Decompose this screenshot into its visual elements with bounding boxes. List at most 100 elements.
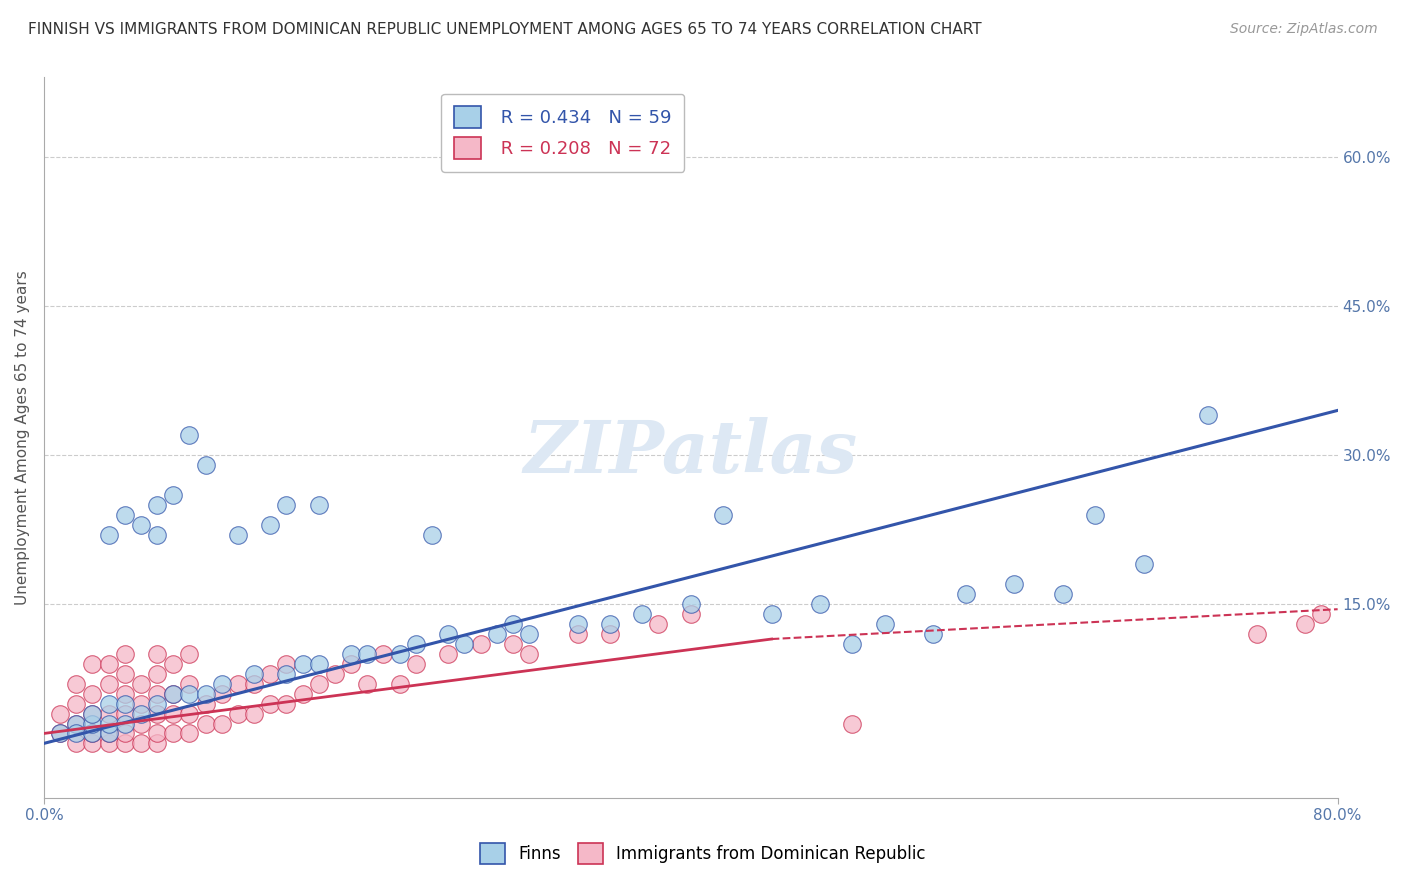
- Point: [211, 687, 233, 701]
- Point: [129, 706, 152, 721]
- Point: [82, 726, 104, 740]
- Point: [97, 677, 120, 691]
- Point: [599, 627, 621, 641]
- Point: [276, 498, 298, 512]
- Point: [65, 736, 87, 750]
- Point: [922, 627, 945, 641]
- Point: [146, 498, 169, 512]
- Point: [955, 587, 977, 601]
- Point: [146, 697, 169, 711]
- Point: [226, 677, 249, 691]
- Point: [49, 726, 72, 740]
- Point: [308, 677, 330, 691]
- Point: [276, 666, 298, 681]
- Point: [259, 697, 281, 711]
- Point: [114, 697, 136, 711]
- Point: [420, 527, 443, 541]
- Point: [517, 627, 540, 641]
- Point: [1246, 627, 1268, 641]
- Point: [308, 498, 330, 512]
- Point: [679, 597, 702, 611]
- Point: [194, 687, 217, 701]
- Point: [373, 647, 395, 661]
- Point: [97, 726, 120, 740]
- Point: [405, 657, 427, 671]
- Point: [259, 666, 281, 681]
- Point: [1052, 587, 1074, 601]
- Point: [82, 657, 104, 671]
- Point: [388, 677, 411, 691]
- Point: [470, 637, 492, 651]
- Point: [243, 666, 266, 681]
- Point: [82, 706, 104, 721]
- Point: [179, 647, 201, 661]
- Point: [356, 647, 378, 661]
- Point: [146, 687, 169, 701]
- Point: [114, 706, 136, 721]
- Point: [437, 647, 460, 661]
- Point: [65, 726, 87, 740]
- Point: [146, 706, 169, 721]
- Point: [114, 716, 136, 731]
- Point: [761, 607, 783, 622]
- Point: [211, 677, 233, 691]
- Point: [179, 706, 201, 721]
- Point: [65, 677, 87, 691]
- Point: [162, 726, 184, 740]
- Point: [162, 687, 184, 701]
- Point: [276, 697, 298, 711]
- Point: [146, 666, 169, 681]
- Point: [114, 687, 136, 701]
- Point: [194, 458, 217, 472]
- Point: [567, 627, 589, 641]
- Text: Source: ZipAtlas.com: Source: ZipAtlas.com: [1230, 22, 1378, 37]
- Point: [679, 607, 702, 622]
- Point: [97, 736, 120, 750]
- Point: [146, 527, 169, 541]
- Point: [243, 677, 266, 691]
- Point: [114, 666, 136, 681]
- Point: [97, 726, 120, 740]
- Point: [97, 697, 120, 711]
- Point: [179, 726, 201, 740]
- Point: [114, 647, 136, 661]
- Point: [162, 488, 184, 502]
- Point: [162, 706, 184, 721]
- Point: [114, 508, 136, 522]
- Point: [1002, 577, 1025, 591]
- Legend:  R = 0.434   N = 59,  R = 0.208   N = 72: R = 0.434 N = 59, R = 0.208 N = 72: [441, 94, 685, 172]
- Point: [1084, 508, 1107, 522]
- Point: [65, 716, 87, 731]
- Point: [179, 428, 201, 442]
- Point: [647, 617, 669, 632]
- Point: [146, 647, 169, 661]
- Point: [340, 647, 363, 661]
- Text: FINNISH VS IMMIGRANTS FROM DOMINICAN REPUBLIC UNEMPLOYMENT AMONG AGES 65 TO 74 Y: FINNISH VS IMMIGRANTS FROM DOMINICAN REP…: [28, 22, 981, 37]
- Point: [82, 706, 104, 721]
- Point: [82, 716, 104, 731]
- Point: [179, 687, 201, 701]
- Point: [97, 716, 120, 731]
- Text: ZIPatlas: ZIPatlas: [523, 417, 858, 488]
- Point: [82, 726, 104, 740]
- Point: [388, 647, 411, 661]
- Point: [841, 716, 863, 731]
- Point: [179, 677, 201, 691]
- Point: [129, 697, 152, 711]
- Point: [49, 706, 72, 721]
- Point: [162, 657, 184, 671]
- Point: [808, 597, 831, 611]
- Point: [82, 736, 104, 750]
- Point: [291, 657, 314, 671]
- Point: [114, 736, 136, 750]
- Point: [259, 517, 281, 532]
- Point: [226, 706, 249, 721]
- Point: [841, 637, 863, 651]
- Point: [146, 726, 169, 740]
- Point: [453, 637, 475, 651]
- Point: [97, 657, 120, 671]
- Point: [502, 617, 524, 632]
- Point: [1197, 409, 1219, 423]
- Point: [711, 508, 734, 522]
- Point: [323, 666, 346, 681]
